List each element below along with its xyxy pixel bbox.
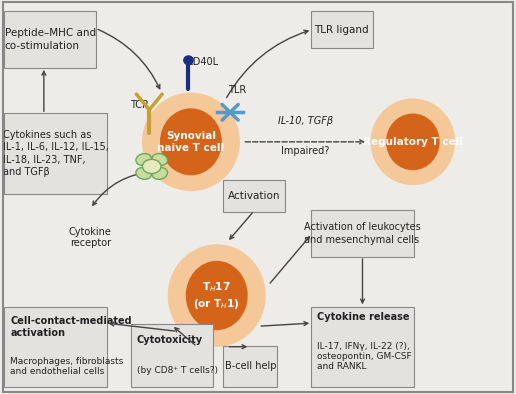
Ellipse shape — [160, 108, 222, 175]
FancyBboxPatch shape — [223, 180, 285, 212]
Text: Cytokine release: Cytokine release — [317, 312, 410, 322]
Ellipse shape — [136, 167, 151, 179]
Ellipse shape — [136, 154, 151, 165]
Text: Macrophages, fibroblasts
and endothelial cells: Macrophages, fibroblasts and endothelial… — [10, 357, 123, 376]
Ellipse shape — [142, 93, 240, 191]
Text: CD40L: CD40L — [186, 57, 218, 67]
Text: IL-17, IFNγ, IL-22 (?),
osteopontin, GM-CSF
and RANKL: IL-17, IFNγ, IL-22 (?), osteopontin, GM-… — [317, 342, 412, 372]
Ellipse shape — [370, 98, 455, 185]
FancyBboxPatch shape — [223, 346, 277, 387]
Text: (by CD8⁺ T cells?): (by CD8⁺ T cells?) — [137, 366, 218, 375]
Ellipse shape — [152, 167, 168, 179]
Ellipse shape — [386, 113, 440, 170]
Circle shape — [142, 159, 161, 174]
Ellipse shape — [186, 261, 248, 330]
Text: TLR ligand: TLR ligand — [315, 24, 369, 35]
FancyBboxPatch shape — [4, 11, 96, 68]
Text: Peptide–MHC and
co-stimulation: Peptide–MHC and co-stimulation — [5, 28, 96, 50]
Text: T$_H$17
(or T$_H$1): T$_H$17 (or T$_H$1) — [194, 280, 240, 311]
Text: TLR: TLR — [228, 85, 246, 95]
Text: Synovial
naive T cell: Synovial naive T cell — [157, 131, 224, 153]
Text: Regulatory T cell: Regulatory T cell — [363, 137, 463, 147]
Ellipse shape — [168, 244, 266, 347]
Text: TCR: TCR — [130, 100, 149, 110]
Text: Cytokines such as
IL-1, IL-6, IL-12, IL-15,
IL-18, IL-23, TNF,
and TGFβ: Cytokines such as IL-1, IL-6, IL-12, IL-… — [3, 130, 108, 177]
FancyBboxPatch shape — [311, 307, 414, 387]
FancyBboxPatch shape — [4, 113, 107, 194]
Text: Activation: Activation — [228, 191, 280, 201]
Text: Impaired?: Impaired? — [281, 146, 329, 156]
Text: Cytotoxicity: Cytotoxicity — [137, 335, 203, 345]
Text: Cytokine
receptor: Cytokine receptor — [69, 227, 112, 248]
Text: Activation of leukocytes
and mesenchymal cells: Activation of leukocytes and mesenchymal… — [304, 222, 421, 245]
Text: B-cell help: B-cell help — [224, 361, 276, 372]
Text: Cell-contact-mediated
activation: Cell-contact-mediated activation — [10, 316, 132, 338]
FancyBboxPatch shape — [4, 307, 107, 387]
Ellipse shape — [152, 154, 168, 165]
FancyBboxPatch shape — [311, 210, 414, 257]
Ellipse shape — [184, 56, 193, 65]
FancyBboxPatch shape — [311, 11, 373, 48]
Text: IL-10, TGFβ: IL-10, TGFβ — [278, 116, 333, 126]
FancyBboxPatch shape — [131, 324, 213, 387]
